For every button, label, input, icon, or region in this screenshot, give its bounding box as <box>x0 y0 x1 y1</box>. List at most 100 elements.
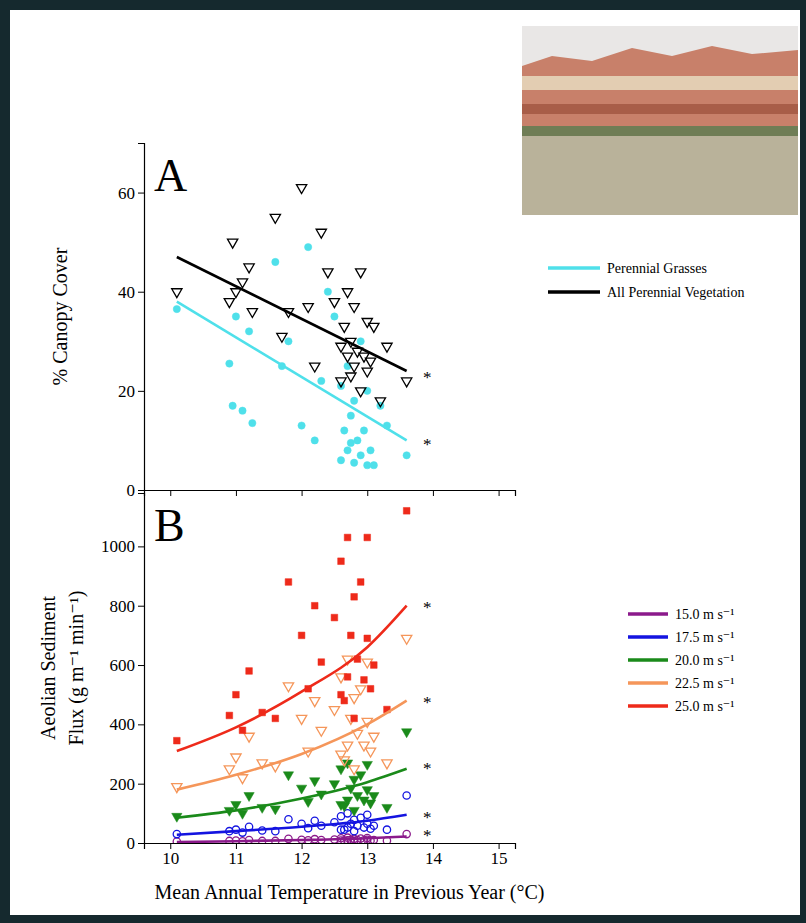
significance-mark: * <box>423 826 432 845</box>
data-point <box>339 757 349 766</box>
y-tick: 0 <box>127 481 145 500</box>
data-point <box>375 398 385 407</box>
y-tick-label: 1000 <box>101 537 135 556</box>
data-point <box>351 593 358 600</box>
data-point <box>402 729 412 738</box>
data-point <box>383 826 390 833</box>
legend-label: 25.0 m s⁻¹ <box>675 699 734 714</box>
data-point <box>318 377 325 384</box>
data-point <box>173 305 180 312</box>
data-point <box>311 817 318 824</box>
data-point <box>356 388 366 397</box>
data-point <box>310 778 320 787</box>
data-point <box>357 579 364 586</box>
x-tick <box>302 490 303 496</box>
y-tick: 800 <box>110 597 145 616</box>
data-point <box>342 289 352 298</box>
data-point <box>239 407 246 414</box>
y-tick-mark <box>138 546 144 547</box>
x-tick <box>499 490 500 496</box>
data-point <box>362 368 372 377</box>
data-point <box>370 822 377 829</box>
data-point <box>331 614 338 621</box>
data-point <box>336 343 346 352</box>
data-point <box>356 772 366 781</box>
data-point <box>348 632 355 639</box>
data-point <box>382 804 392 813</box>
x-tick: 13 <box>359 843 376 868</box>
data-point <box>349 304 359 313</box>
figure-background <box>10 10 800 915</box>
x-tick: 14 <box>425 843 443 868</box>
data-point <box>342 353 352 362</box>
x-tick-mark <box>367 490 368 496</box>
data-point <box>356 686 366 695</box>
trend-line <box>177 836 407 842</box>
data-point <box>316 727 326 736</box>
data-point <box>296 715 306 724</box>
photo-cliffs <box>522 46 798 131</box>
y-tick-label: 60 <box>118 184 135 203</box>
y-tick: 1000 <box>101 537 144 556</box>
data-point <box>347 439 354 446</box>
legend-label: All Perennial Vegetation <box>607 285 744 300</box>
data-point <box>272 258 279 265</box>
legend-swatch <box>548 266 600 270</box>
data-point <box>369 323 379 332</box>
data-point <box>382 343 392 352</box>
data-point <box>371 662 378 669</box>
y-tick-mark <box>138 724 144 725</box>
y-tick: 60 <box>118 184 144 203</box>
data-point <box>303 798 313 807</box>
data-point <box>244 793 254 802</box>
legend-swatch <box>628 658 668 662</box>
data-point <box>285 816 292 823</box>
data-point <box>364 462 371 469</box>
data-point <box>310 698 320 707</box>
data-point <box>361 677 368 684</box>
legend-swatch <box>628 704 668 708</box>
plot-area <box>172 507 412 843</box>
x-tick: 15 <box>491 843 508 868</box>
x-tick-label: 13 <box>359 849 376 868</box>
x-tick-label: 12 <box>294 849 311 868</box>
data-point <box>336 766 346 775</box>
x-tick-mark <box>433 490 434 496</box>
data-point <box>402 378 412 387</box>
data-point <box>344 534 351 541</box>
data-point <box>329 299 339 308</box>
x-tick-label: 14 <box>425 849 443 868</box>
data-point <box>338 558 345 565</box>
data-point <box>402 635 412 644</box>
trend-line <box>177 701 407 790</box>
y-tick-label: 0 <box>127 834 136 853</box>
y-tick-label: 600 <box>110 656 136 675</box>
x-axis-line <box>145 844 516 850</box>
x-tick-label: 15 <box>491 849 508 868</box>
legend-label: 15.0 m s⁻¹ <box>675 607 734 622</box>
data-point <box>246 668 253 675</box>
photo-rock-band <box>522 76 798 90</box>
legend: Perennial GrassesAll Perennial Vegetatio… <box>548 261 744 300</box>
data-point <box>323 269 333 278</box>
data-point <box>357 338 364 345</box>
data-point <box>298 632 305 639</box>
data-point <box>231 754 241 763</box>
plot-area <box>172 185 412 469</box>
data-point <box>365 748 375 757</box>
x-tick-mark <box>499 490 500 496</box>
data-point <box>296 185 306 194</box>
y-tick-mark <box>138 784 144 785</box>
x-axis: 101112131415 <box>145 843 516 868</box>
trend-line <box>177 769 407 818</box>
x-tick <box>170 490 171 496</box>
data-point <box>318 659 325 666</box>
x-tick <box>367 490 368 496</box>
data-point <box>249 419 256 426</box>
data-point <box>349 363 359 372</box>
significance-mark: * <box>423 693 432 712</box>
y-tick-label: 0 <box>127 481 136 500</box>
y-axis: 0204060 <box>118 144 145 500</box>
x-tick-mark <box>236 490 237 496</box>
y-tick: 40 <box>118 283 144 302</box>
